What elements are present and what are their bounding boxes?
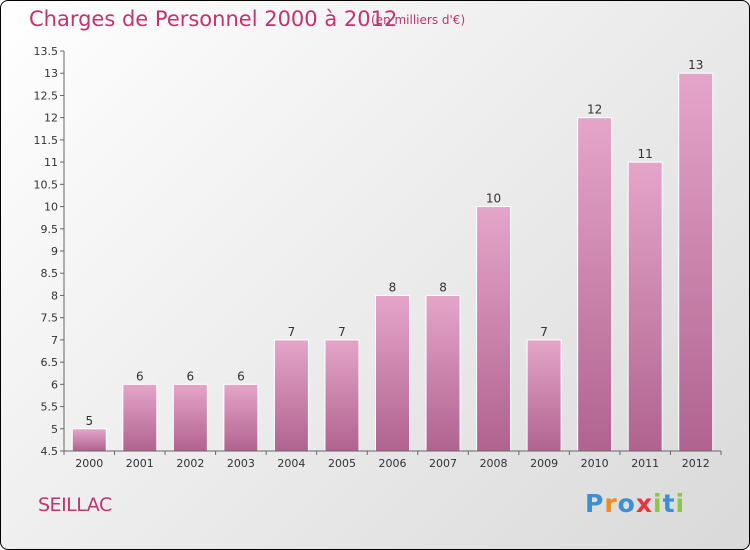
y-tick-label: 8.5 (41, 267, 59, 280)
logo-letter: t (662, 489, 676, 518)
x-tick-label: 2007 (429, 457, 457, 470)
bars-group: 5 6 6 6 7 7 8 8 10 7 12 11 13 (71, 58, 714, 452)
y-tick-label: 12 (44, 112, 58, 125)
x-tick-label: 2006 (379, 457, 407, 470)
bar (678, 72, 714, 452)
y-tick-label: 10 (44, 201, 58, 214)
bar-value-label: 10 (486, 192, 501, 206)
bar-value-label: 6 (237, 369, 245, 383)
logo-letter: r (604, 489, 618, 518)
y-tick-label: 9 (51, 245, 58, 258)
x-tick-label: 2009 (530, 457, 558, 470)
x-tick-label: 2012 (682, 457, 710, 470)
bar (375, 294, 410, 452)
logo-letter: x (635, 489, 653, 518)
bar (627, 161, 663, 452)
y-tick-label: 7.5 (41, 312, 59, 325)
proxiti-logo: Proxiti (585, 489, 685, 518)
y-tick-label: 6 (51, 378, 58, 391)
bar-value-label: 6 (136, 369, 144, 383)
logo-letter: i (653, 489, 663, 518)
y-tick-label: 9.5 (41, 223, 59, 236)
y-axis: 4.5 5 5.5 6 6.5 7 7.5 8 8.5 9 9.5 10 10.5 11 11.5 12 12.… (34, 45, 65, 458)
logo-letter: P (585, 489, 605, 518)
chart-subtitle: (en milliers d'€) (371, 13, 466, 27)
bar-value-label: 8 (389, 280, 397, 294)
bar-value-label: 7 (540, 325, 548, 339)
x-tick-label: 2001 (126, 457, 154, 470)
commune-name: SEILLAC (38, 494, 112, 516)
y-tick-label: 5.5 (41, 401, 59, 414)
bar-value-label: 11 (638, 147, 653, 161)
x-tick-label: 2002 (176, 457, 204, 470)
bar (526, 339, 562, 452)
x-axis: 2000 2001 2002 2003 2004 2005 2006 2007 2008 2009… (63, 450, 722, 470)
bar (324, 339, 360, 452)
x-tick-label: 2005 (328, 457, 356, 470)
bar-value-label: 7 (338, 325, 346, 339)
bar-value-label: 8 (439, 280, 447, 294)
bar (273, 339, 309, 452)
y-tick-label: 4.5 (41, 445, 59, 458)
y-tick-label: 11 (44, 156, 58, 169)
y-tick-label: 7 (51, 334, 58, 347)
y-tick-label: 6.5 (41, 356, 59, 369)
x-tick-label: 2000 (75, 457, 103, 470)
bar (223, 383, 259, 452)
y-tick-label: 12.5 (34, 89, 59, 102)
x-tick-label: 2004 (277, 457, 305, 470)
x-tick-label: 2011 (631, 457, 659, 470)
bar (476, 206, 512, 452)
y-tick-label: 10.5 (34, 178, 59, 191)
bar (577, 117, 613, 452)
bar-value-label: 6 (187, 369, 195, 383)
bar (172, 383, 208, 452)
bar (122, 383, 158, 452)
bar (71, 428, 107, 452)
bar-value-label: 5 (85, 414, 93, 428)
bar (425, 294, 461, 452)
logo-letter: o (617, 489, 636, 518)
bar-value-label: 13 (688, 58, 703, 72)
y-tick-label: 5 (51, 423, 58, 436)
x-tick-label: 2003 (227, 457, 255, 470)
logo-letter: i (675, 489, 686, 518)
y-tick-label: 8 (51, 289, 58, 302)
x-tick-label: 2010 (581, 457, 609, 470)
chart-title: Charges de Personnel 2000 à 2012 (29, 7, 398, 31)
y-tick-label: 13 (44, 67, 58, 80)
bar-value-label: 12 (587, 103, 602, 117)
y-tick-label: 11.5 (34, 134, 59, 147)
y-tick-label: 13.5 (34, 45, 59, 58)
x-tick-label: 2008 (480, 457, 508, 470)
bar-value-label: 7 (288, 325, 296, 339)
